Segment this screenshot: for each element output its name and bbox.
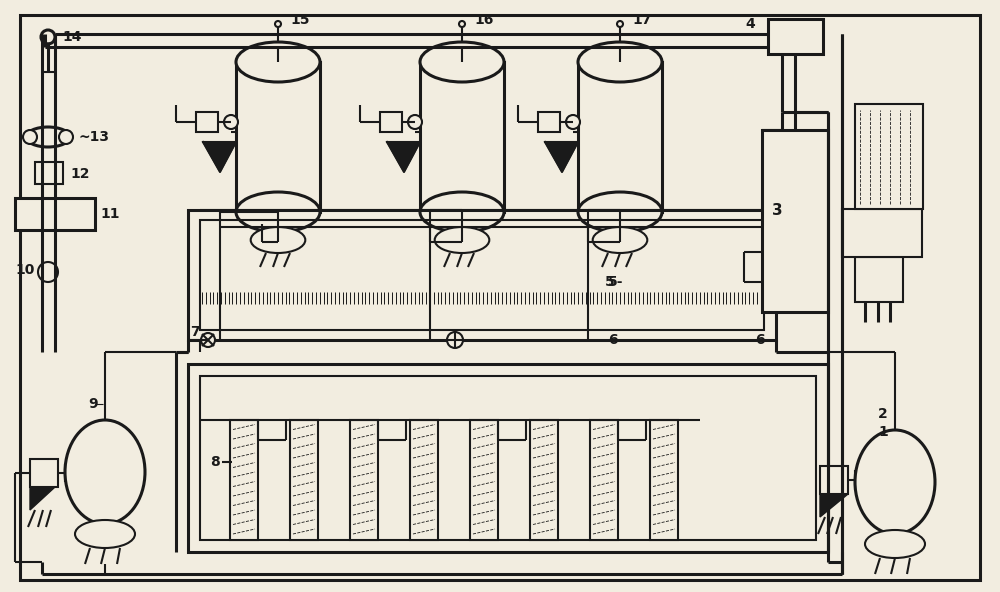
Bar: [380, 112, 402, 132]
Bar: [530, 420, 558, 540]
Bar: [820, 466, 848, 494]
Ellipse shape: [578, 42, 662, 82]
Bar: [230, 420, 258, 540]
Text: 15: 15: [290, 13, 310, 27]
Bar: [855, 104, 923, 209]
Bar: [200, 220, 764, 330]
Ellipse shape: [420, 192, 504, 232]
Text: 5: 5: [605, 275, 615, 289]
Text: 6: 6: [608, 333, 618, 347]
Circle shape: [41, 30, 55, 44]
Bar: [350, 420, 378, 540]
Polygon shape: [387, 142, 420, 172]
Bar: [470, 420, 498, 540]
Bar: [842, 209, 922, 257]
Bar: [768, 19, 823, 54]
Text: 12: 12: [70, 167, 90, 181]
Circle shape: [38, 262, 58, 282]
Ellipse shape: [435, 227, 489, 253]
Bar: [578, 62, 662, 212]
Bar: [590, 420, 618, 540]
Bar: [188, 210, 776, 340]
Text: 1: 1: [878, 425, 888, 439]
Bar: [15, 198, 95, 230]
Bar: [290, 420, 318, 540]
Polygon shape: [545, 142, 578, 172]
Bar: [30, 459, 58, 487]
Text: 4: 4: [745, 17, 755, 31]
Bar: [196, 112, 218, 132]
Bar: [410, 420, 438, 540]
Text: 3: 3: [772, 202, 783, 217]
Circle shape: [408, 115, 422, 129]
Ellipse shape: [65, 420, 145, 524]
Polygon shape: [820, 494, 848, 517]
Text: 9: 9: [88, 397, 98, 411]
Text: 6: 6: [755, 333, 765, 347]
Bar: [855, 257, 903, 302]
Polygon shape: [30, 487, 55, 510]
Bar: [762, 130, 828, 312]
Ellipse shape: [26, 127, 70, 147]
Bar: [650, 420, 678, 540]
Ellipse shape: [251, 227, 305, 253]
Circle shape: [224, 115, 238, 129]
Text: 7: 7: [190, 325, 200, 339]
Ellipse shape: [23, 130, 37, 144]
Polygon shape: [203, 142, 236, 172]
Circle shape: [201, 333, 215, 347]
Text: 16: 16: [474, 13, 493, 27]
Ellipse shape: [59, 130, 73, 144]
Circle shape: [447, 332, 463, 348]
Text: 8: 8: [210, 455, 220, 469]
Text: 17: 17: [632, 13, 651, 27]
Ellipse shape: [855, 430, 935, 534]
Bar: [538, 112, 560, 132]
Ellipse shape: [593, 227, 647, 253]
Text: 10: 10: [15, 263, 34, 277]
Text: 2: 2: [878, 407, 888, 421]
Text: ~13: ~13: [78, 130, 109, 144]
Bar: [35, 162, 63, 184]
Ellipse shape: [865, 530, 925, 558]
Ellipse shape: [236, 192, 320, 232]
Bar: [236, 62, 320, 212]
Ellipse shape: [578, 192, 662, 232]
Ellipse shape: [236, 42, 320, 82]
Bar: [188, 364, 828, 552]
Circle shape: [566, 115, 580, 129]
Text: 14: 14: [62, 30, 82, 44]
Bar: [200, 376, 816, 540]
Text: 11: 11: [100, 207, 120, 221]
Ellipse shape: [75, 520, 135, 548]
Bar: [420, 62, 504, 212]
Ellipse shape: [420, 42, 504, 82]
Text: 5-: 5-: [608, 275, 624, 289]
